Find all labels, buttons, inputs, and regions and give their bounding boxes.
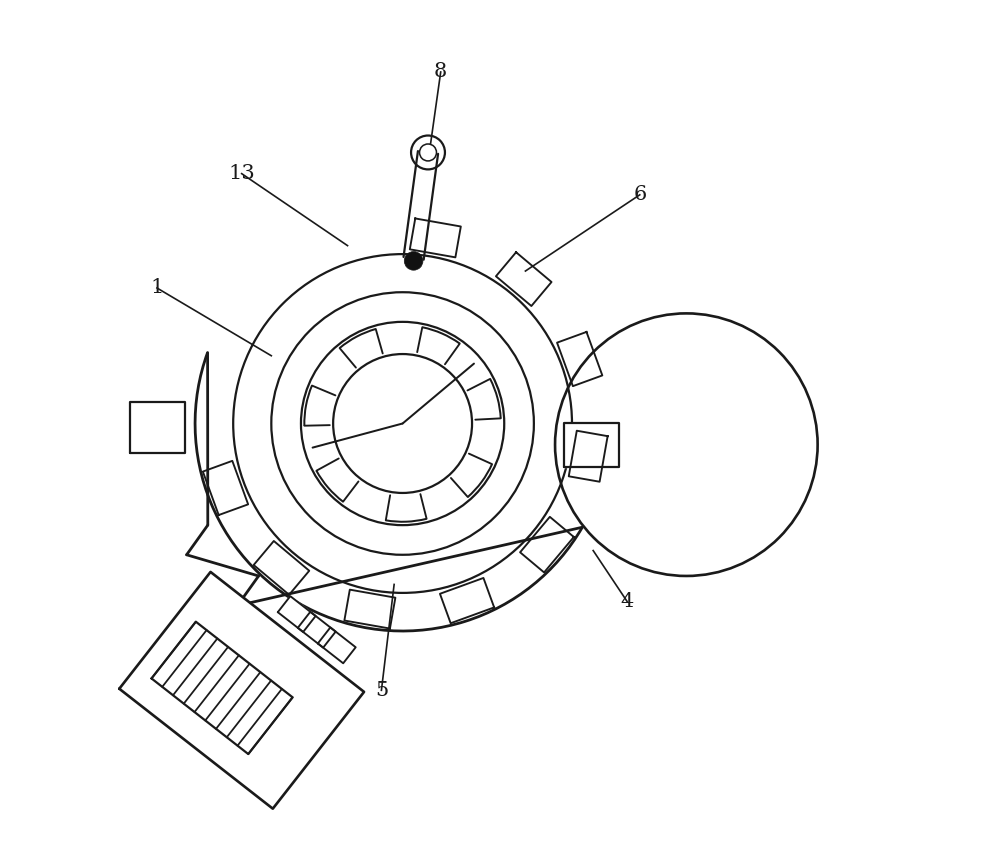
Text: 4: 4 [620, 592, 634, 611]
Text: 1: 1 [150, 279, 164, 297]
Polygon shape [130, 402, 185, 453]
Text: 8: 8 [434, 63, 447, 81]
Polygon shape [564, 423, 619, 467]
Text: 5: 5 [375, 681, 388, 700]
Circle shape [420, 144, 436, 161]
Polygon shape [119, 572, 364, 809]
Text: 13: 13 [228, 164, 255, 183]
Circle shape [404, 252, 423, 270]
Polygon shape [318, 628, 356, 663]
Text: 6: 6 [633, 185, 646, 204]
Polygon shape [278, 596, 316, 632]
Polygon shape [152, 622, 293, 754]
Polygon shape [298, 612, 336, 648]
